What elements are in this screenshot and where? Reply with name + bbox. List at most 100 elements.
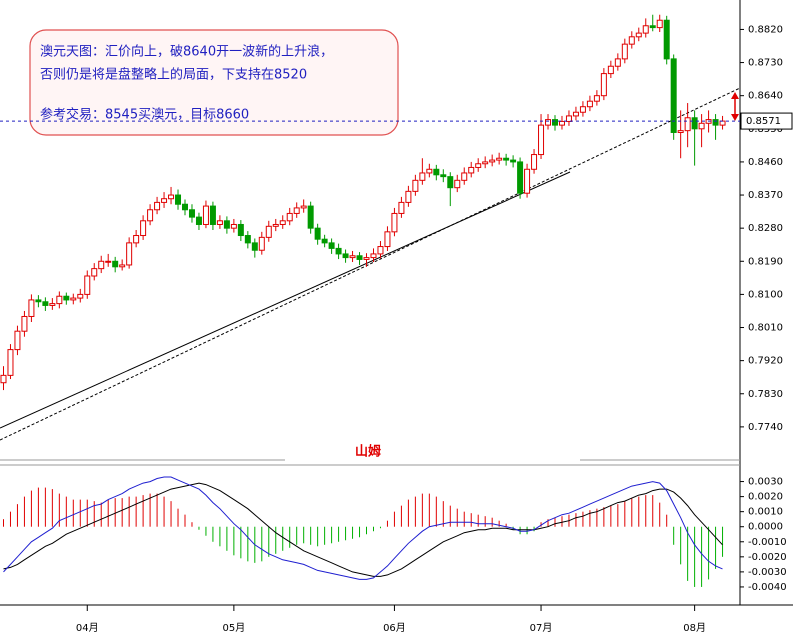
y-tick-label: -0.0020	[748, 552, 787, 563]
candle-body	[600, 73, 607, 97]
candle-body	[35, 299, 42, 303]
candle-body	[405, 190, 412, 203]
candle-body	[300, 205, 307, 209]
arrow-head	[731, 92, 739, 121]
x-tick-label: 07月	[530, 622, 553, 634]
x-tick-label: 05月	[223, 622, 246, 634]
candle-body	[42, 301, 49, 306]
candle-body	[635, 32, 642, 38]
candle-body	[461, 172, 468, 181]
y-tick-label: 0.0020	[748, 492, 783, 503]
candle-body	[621, 43, 628, 60]
candle-body	[7, 349, 14, 376]
y-tick-label: 0.8640	[748, 91, 783, 102]
y-tick-label: 0.8370	[748, 190, 783, 201]
candle-body	[195, 216, 202, 225]
candle-body	[182, 203, 188, 211]
candle-body	[77, 293, 84, 299]
candle-body	[63, 295, 70, 301]
candle-body	[538, 124, 545, 156]
candle-body	[531, 154, 538, 170]
candle-body	[279, 220, 286, 225]
candle-body	[628, 36, 635, 45]
candle-body	[454, 179, 461, 189]
candle-body	[21, 315, 28, 332]
candle-body	[558, 120, 565, 126]
candle-body	[719, 120, 726, 126]
trend-line-dashed	[0, 87, 741, 441]
candle-body	[112, 260, 119, 268]
candle-body	[593, 95, 600, 102]
candle-body	[98, 260, 105, 270]
candle-body	[307, 205, 314, 229]
x-tick-label: 08月	[683, 622, 706, 634]
candle-body	[328, 242, 335, 249]
candle-body	[14, 330, 21, 351]
dif-line	[3, 476, 723, 580]
candle-body	[496, 157, 503, 161]
candle-body	[642, 25, 649, 34]
candle-body	[712, 119, 719, 126]
candle-body	[670, 58, 677, 133]
candle-body	[503, 157, 510, 161]
candle-body	[377, 246, 384, 255]
candle-body	[656, 19, 663, 29]
candle-body	[237, 223, 244, 237]
candle-body	[251, 242, 258, 251]
candle-body	[349, 255, 356, 259]
candle-body	[84, 275, 91, 295]
candle-body	[216, 220, 223, 225]
candle-body	[433, 168, 440, 176]
candle-body	[524, 168, 531, 194]
candle-body	[286, 212, 293, 222]
candle-body	[482, 161, 489, 165]
y-tick-label: 0.8190	[748, 256, 783, 267]
y-tick-label: 0.8460	[748, 157, 783, 168]
y-tick-label: 0.8010	[748, 323, 783, 334]
candle-body	[419, 172, 426, 181]
candle-body	[105, 260, 112, 263]
y-tick-label: 0.8730	[748, 58, 783, 69]
candle-body	[552, 119, 558, 126]
annotation: 澳元天图：汇价向上，破8640开一波新的上升浪，	[40, 44, 333, 60]
y-tick-label: 0.7920	[748, 356, 783, 367]
candle-body	[384, 231, 391, 248]
y-tick-label: 0.8280	[748, 223, 783, 234]
price-label-box	[740, 112, 793, 130]
dea-line	[3, 482, 723, 577]
candle-body	[475, 163, 482, 168]
candle-body	[265, 225, 272, 238]
candle-body	[223, 220, 230, 229]
candle-body	[440, 174, 447, 178]
candle-body	[398, 201, 405, 214]
candle-body	[447, 176, 454, 189]
candle-body	[28, 299, 35, 317]
candle-body	[321, 238, 328, 244]
candle-body	[314, 227, 321, 240]
candle-body	[126, 242, 133, 266]
y-tick-label: -0.0030	[748, 567, 787, 578]
candle-body	[293, 207, 300, 214]
candle-body	[56, 295, 63, 305]
candle-body	[175, 194, 182, 205]
candle-body	[119, 264, 126, 268]
y-tick-label: 0.0000	[748, 522, 783, 533]
candle-body	[342, 253, 349, 259]
candle-body	[607, 65, 614, 75]
candle-body	[209, 205, 216, 225]
candle-body	[614, 58, 621, 67]
candle-body	[468, 166, 475, 174]
y-tick-label: 0.0010	[748, 507, 783, 518]
candle-body	[363, 257, 370, 260]
candle-body	[147, 209, 154, 222]
candle-body	[684, 117, 691, 132]
candle-body	[335, 247, 342, 255]
candle-body	[517, 161, 524, 194]
y-tick-label: 0.7830	[748, 389, 783, 400]
candle-body	[649, 25, 656, 29]
y-tick-label: 0.8820	[748, 24, 783, 35]
candle-body	[489, 159, 496, 163]
annotation: 参考交易：8545买澳元，目标8660	[40, 107, 249, 123]
candle-body	[579, 106, 586, 113]
